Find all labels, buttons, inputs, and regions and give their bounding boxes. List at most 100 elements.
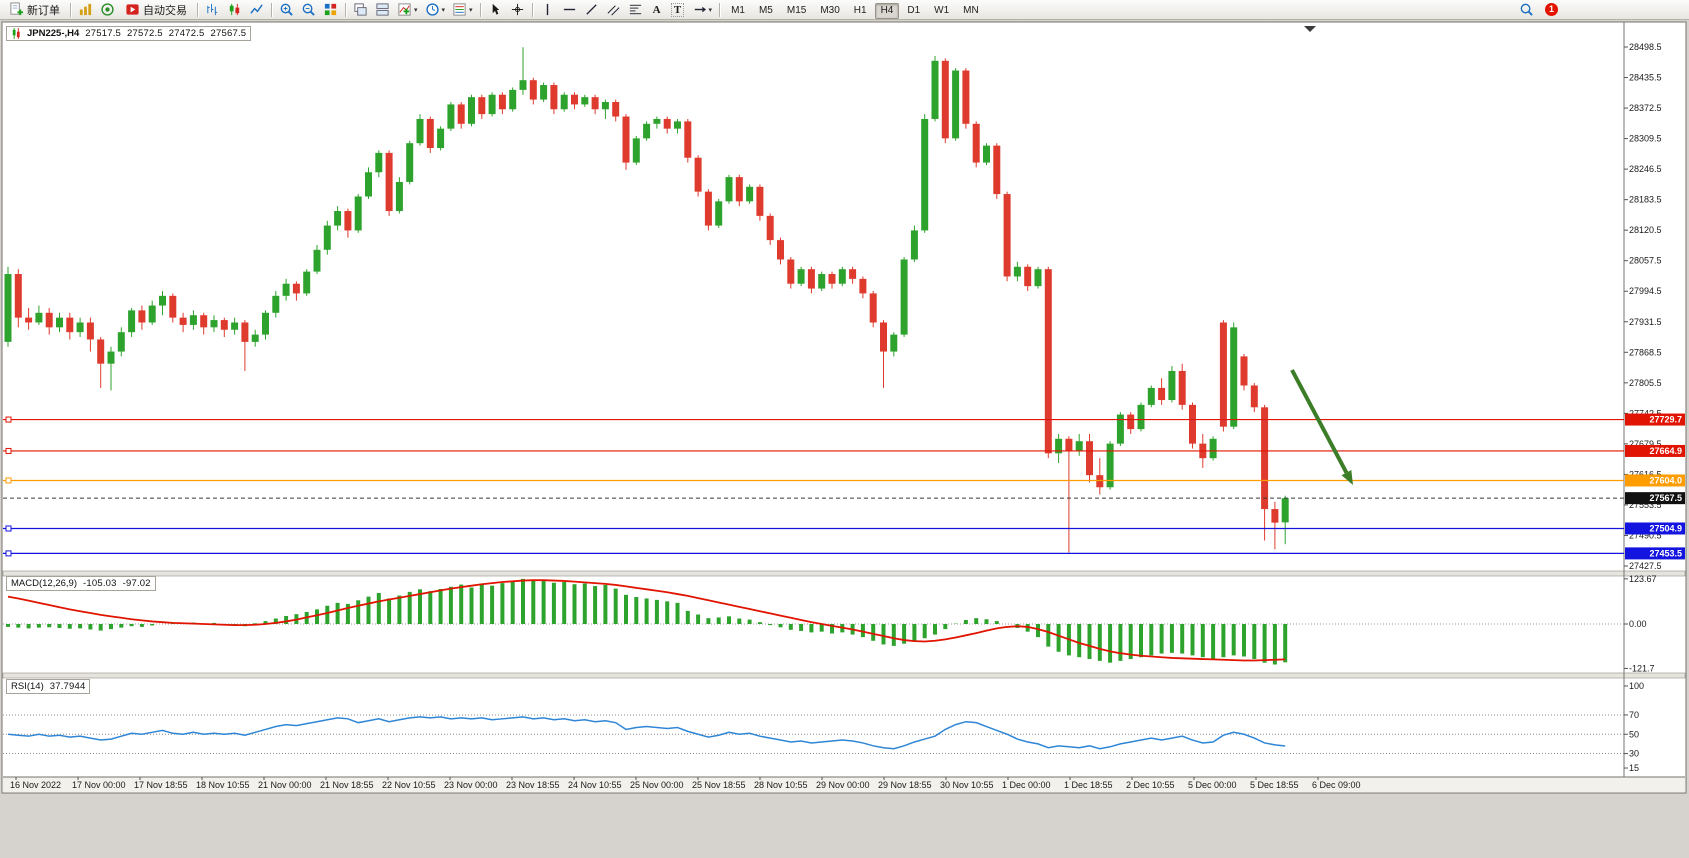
price-tick-label: 28120.5 [1629,225,1662,235]
timeframe-mn-button[interactable]: MN [957,3,985,19]
timeframe-w1-button[interactable]: W1 [928,3,955,19]
candle-body [344,211,352,231]
trend-arrow-head[interactable] [1341,470,1353,485]
time-scale[interactable] [3,778,1624,792]
trendline-button[interactable] [581,1,602,19]
candle-body [983,145,990,163]
crosshair-button[interactable] [507,1,528,19]
new-order-label: 新订单 [27,4,60,17]
bar-chart-button[interactable] [202,1,223,19]
vertical-line-button[interactable] [537,1,558,19]
price-tick-label: 28435.5 [1629,73,1662,83]
chevron-down-icon[interactable]: ▾ [708,6,713,14]
line-chart-button[interactable] [246,1,267,19]
price-tick-label: 27490.5 [1629,530,1662,540]
price-badge-label: 27567.5 [1649,493,1682,503]
arrows-button[interactable]: ▾ [689,1,716,19]
toolbar-separator [70,2,71,17]
candle-body [66,317,74,333]
candle-body [25,317,33,323]
chart-shift-marker[interactable] [1304,26,1316,32]
toolbar-separator [271,2,272,17]
line-handle[interactable] [5,416,12,423]
cursor-button[interactable] [485,1,506,19]
candle-body [571,94,578,105]
price-scale[interactable] [1625,22,1685,777]
horizontal-line-button[interactable] [559,1,580,19]
candle-body [1086,441,1093,476]
rsi-tick-label: 50 [1629,729,1639,739]
candle-body [282,283,290,296]
candle-body [241,322,249,342]
candle-body [1230,327,1238,427]
line-handle[interactable] [5,477,12,484]
time-axis-strip[interactable] [3,777,1685,792]
tile-windows-button[interactable] [320,1,341,19]
candle-body [653,118,661,124]
tile-horizontal-button[interactable] [372,1,393,19]
candle-body [1250,385,1258,408]
time-axis-label: 21 Nov 18:55 [320,780,374,790]
tile-horizontal-icon [376,3,389,16]
zoom-in-button[interactable] [276,1,297,19]
indicators-button[interactable]: ▾ [394,1,421,19]
chevron-down-icon[interactable]: ▾ [414,6,418,14]
trend-arrow-annotation[interactable] [1290,369,1349,474]
candle-body [1024,266,1032,287]
timeframe-d1-button[interactable]: D1 [901,3,926,19]
candle-body [931,60,939,119]
pane-splitter[interactable] [2,570,1686,577]
tile-windows-icon [324,3,337,16]
periods-button[interactable]: ▾ [422,1,449,19]
candle-body [179,317,187,325]
candle-body [1168,370,1176,401]
line-handle[interactable] [5,525,12,532]
cascade-windows-button[interactable] [350,1,371,19]
rsi-tick-label: 15 [1629,763,1639,773]
candle-body [1137,404,1145,430]
pane-splitter[interactable] [2,672,1686,679]
market-watch-button[interactable] [75,1,96,19]
chart-canvas[interactable]: 28498.5 28435.5 28372.5 28309.5 28246.5 28183… [0,20,1689,858]
chevron-down-icon[interactable]: ▾ [469,6,473,14]
candle-body [210,320,218,328]
notification-badge[interactable]: 1 [1545,3,1558,16]
time-axis-label: 17 Nov 00:00 [72,780,126,790]
timeframe-h1-button[interactable]: H1 [848,3,873,19]
line-handle[interactable] [5,550,12,557]
chevron-down-icon[interactable]: ▾ [441,6,446,14]
price-tick-label: 27868.5 [1629,347,1662,357]
horizontal-line-icon [563,8,575,11]
text-tool-button[interactable]: A [647,1,667,19]
candle-body [1261,407,1269,510]
new-order-button[interactable]: 新订单 [3,1,66,19]
search-button[interactable] [1516,1,1537,19]
autotrading-button[interactable]: 自动交易 [119,1,193,19]
zoom-out-button[interactable] [298,1,319,19]
label-tool-button[interactable]: T [668,1,688,19]
search-icon [1520,3,1533,16]
candlestick-chart-button[interactable] [224,1,245,19]
candle-body [756,186,764,216]
line-handle[interactable] [5,447,12,454]
navigator-button[interactable] [97,1,118,19]
channel-button[interactable] [603,1,624,19]
timeframe-h4-button[interactable]: H4 [874,2,900,19]
candle-body [715,201,723,226]
candle-body [303,271,311,294]
candle-body [529,80,537,100]
timeframe-m15-button[interactable]: M15 [781,3,812,19]
rsi-tick-label: 70 [1629,710,1639,720]
price-badge [1625,413,1685,426]
timeframe-m1-button[interactable]: M1 [725,3,751,19]
timeframe-m5-button[interactable]: M5 [753,3,779,19]
timeframe-m30-button[interactable]: M30 [814,3,845,19]
price-tick-label: 28246.5 [1629,164,1662,174]
candle-body [1219,322,1227,427]
price-tick-label: 27616.5 [1629,469,1662,479]
fibonacci-button[interactable] [625,1,646,19]
templates-button[interactable]: ▾ [449,1,476,19]
time-axis-label: 22 Nov 10:55 [382,780,436,790]
candle-body [972,123,980,163]
candle-body [200,315,208,328]
